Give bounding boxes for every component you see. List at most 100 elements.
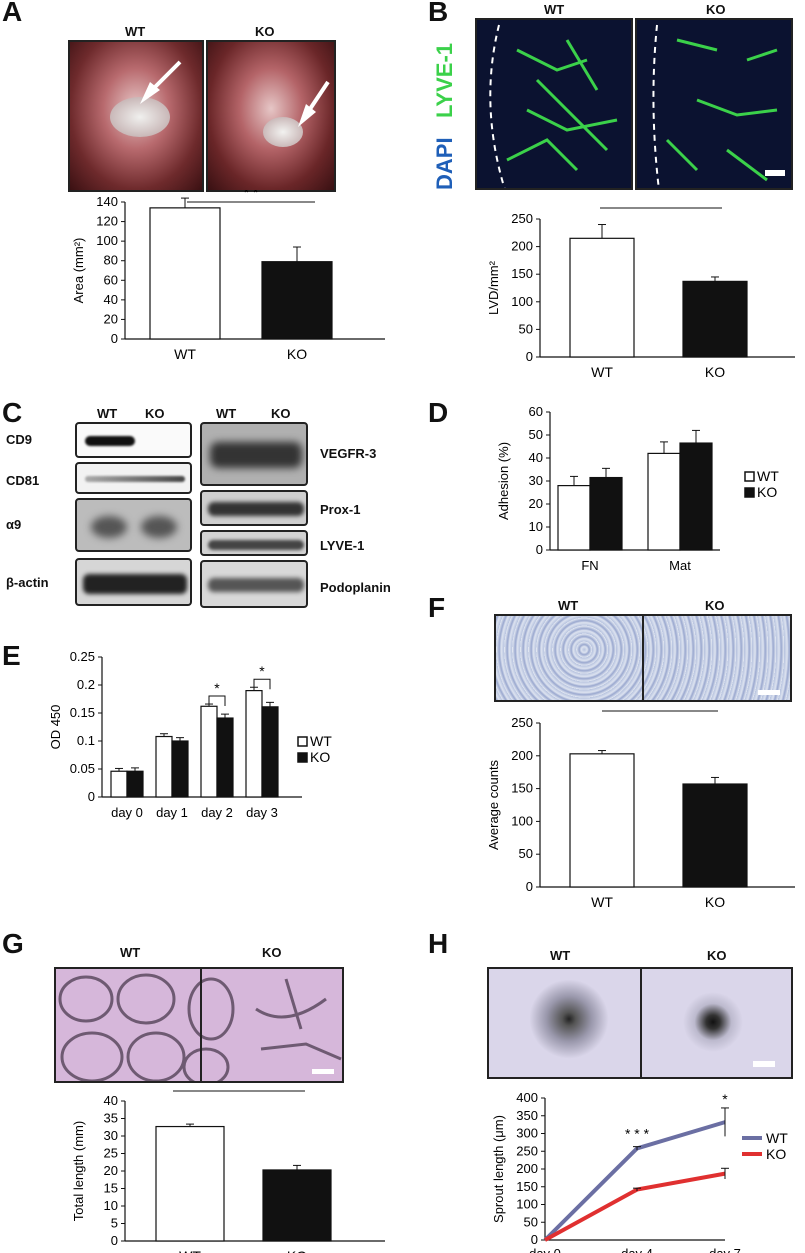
chart-h-ytick-label: 250 — [516, 1143, 538, 1158]
chart-b: 0 50 100 150 200 250 LVD/mm² WT KO * * — [486, 205, 795, 380]
legend-label-wt: WT — [310, 733, 332, 749]
panel-label-g: G — [2, 928, 24, 959]
b-ko-header: KO — [706, 2, 726, 17]
c-blot-a9 — [75, 498, 192, 552]
c-row-label-a9: α9 — [6, 517, 22, 532]
chart-d-ytick-label: 40 — [529, 450, 543, 465]
f-wt-header: WT — [558, 598, 579, 613]
b-wt-header: WT — [544, 2, 565, 17]
chart-e-ytick-label: 0.15 — [70, 705, 95, 720]
b-stain-dapi-label: DAPI — [432, 137, 457, 190]
chart-e-ytick-label: 0 — [88, 789, 95, 804]
bar-wt — [155, 1125, 225, 1242]
chart-a-ytick-label: 40 — [104, 292, 118, 307]
bar-ko — [261, 261, 333, 340]
bar-wt-day1 — [155, 735, 173, 798]
xtick-label: day 2 — [201, 805, 233, 820]
legend-swatch-ko — [297, 752, 308, 763]
b-stain-lyve1-label: LYVE-1 — [432, 42, 457, 118]
chart-e-ytick-label: 0.05 — [70, 761, 95, 776]
bar-ko — [262, 1169, 332, 1242]
significance-asterisk: * — [214, 680, 220, 696]
legend-swatch-wt — [297, 736, 308, 747]
chart-h-ytick-label: 350 — [516, 1108, 538, 1123]
chart-g-ytick-label: 0 — [111, 1233, 118, 1248]
chart-f-ytick-label: 200 — [511, 748, 533, 763]
chart-h-ytick-label: 200 — [516, 1161, 538, 1176]
line-ko — [544, 1171, 726, 1242]
chart-g-ylabel: Total length (mm) — [71, 1121, 86, 1221]
chart-g-ytick-label: 10 — [104, 1198, 118, 1213]
significance-asterisks: * * * — [227, 1085, 252, 1089]
chart-f-ylabel: Average counts — [486, 759, 501, 850]
xtick-label: day 7 — [709, 1246, 741, 1253]
g-micrograph — [54, 967, 344, 1083]
panel-label-a: A — [2, 0, 23, 27]
chart-b-ytick-label: 200 — [511, 239, 533, 254]
chart-a-ytick-label: 140 — [96, 194, 118, 209]
c-right-header-ko: KO — [271, 406, 291, 421]
significance-asterisks: * * — [244, 190, 259, 200]
c-row-label-prox1: Prox-1 — [320, 502, 361, 517]
chart-d-ytick-label: 0 — [536, 542, 543, 557]
panel-label-b: B — [428, 0, 449, 27]
c-row-label-cd81: CD81 — [6, 473, 40, 488]
chart-f: 0 50 100 150 200 250 Average counts WT KO * — [486, 705, 795, 910]
significance-asterisk: * — [259, 663, 265, 679]
significance-asterisks-day4: * * * — [625, 1125, 650, 1141]
significance-bracket — [208, 695, 226, 707]
bar-wt — [149, 207, 221, 340]
chart-g-ytick-label: 15 — [104, 1181, 118, 1196]
bar-wt — [569, 237, 635, 358]
xtick-label-ko: KO — [705, 894, 725, 910]
chart-d-ytick-label: 10 — [529, 519, 543, 534]
f-micrograph — [494, 614, 792, 702]
panel-label-h: H — [428, 928, 449, 959]
chart-g-ytick-label: 25 — [104, 1146, 118, 1161]
chart-g-ytick-label: 5 — [111, 1216, 118, 1231]
c-row-label-lyve1: LYVE-1 — [320, 538, 365, 553]
a-wt-photo — [68, 40, 204, 192]
chart-a-ytick-label: 120 — [96, 214, 118, 229]
chart-f-ytick-label: 150 — [511, 781, 533, 796]
chart-g: 0 5 10 15 20 25 30 35 40 Total length (mm) WT KO * *… — [71, 1085, 385, 1253]
bar-ko — [682, 280, 748, 358]
panel-label-e: E — [2, 640, 21, 671]
xtick-label: FN — [581, 558, 598, 573]
chart-e-ytick-label: 0.25 — [70, 649, 95, 664]
panel-label-f: F — [428, 592, 446, 623]
chart-a-ytick-label: 0 — [111, 331, 118, 346]
xtick-label: day 0 — [529, 1246, 561, 1253]
c-blot-vegfr3 — [200, 422, 308, 486]
c-blot-podoplanin — [200, 560, 308, 608]
panel-label-c: C — [2, 397, 23, 428]
chart-b-ytick-label: 0 — [526, 349, 533, 364]
chart-e-ytick-label: 0.1 — [77, 733, 95, 748]
chart-b-ytick-label: 100 — [511, 294, 533, 309]
chart-f-ytick-label: 100 — [511, 813, 533, 828]
b-ko-vessels — [652, 24, 785, 188]
chart-d-ylabel: Adhesion (%) — [496, 442, 511, 520]
significance-asterisk-day7: * — [722, 1091, 728, 1107]
chart-a-ytick-label: 80 — [104, 253, 118, 268]
bar-wt-day0 — [110, 770, 128, 798]
a-ko-arrow-icon — [298, 80, 330, 127]
bar-wt-mat — [647, 452, 681, 551]
chart-f-ytick-label: 0 — [526, 879, 533, 894]
c-left-header-ko: KO — [145, 406, 165, 421]
xtick-label: Mat — [669, 558, 691, 573]
chart-a-ytick-label: 100 — [96, 233, 118, 248]
xtick-label-wt: WT — [179, 1248, 201, 1253]
c-row-label-bactin: β-actin — [6, 575, 49, 590]
xtick-label-wt: WT — [591, 894, 613, 910]
significance-bracket — [253, 678, 271, 690]
c-right-header-wt: WT — [216, 406, 237, 421]
legend-label-ko: KO — [310, 749, 330, 765]
xtick-label: day 4 — [621, 1246, 653, 1253]
a-wt-arrow-icon — [140, 60, 182, 104]
chart-h-ylabel: Sprout length (μm) — [491, 1115, 506, 1223]
chart-d-ytick-label: 50 — [529, 427, 543, 442]
c-row-label-cd9: CD9 — [6, 432, 33, 447]
b-wt-vessels — [489, 24, 618, 188]
